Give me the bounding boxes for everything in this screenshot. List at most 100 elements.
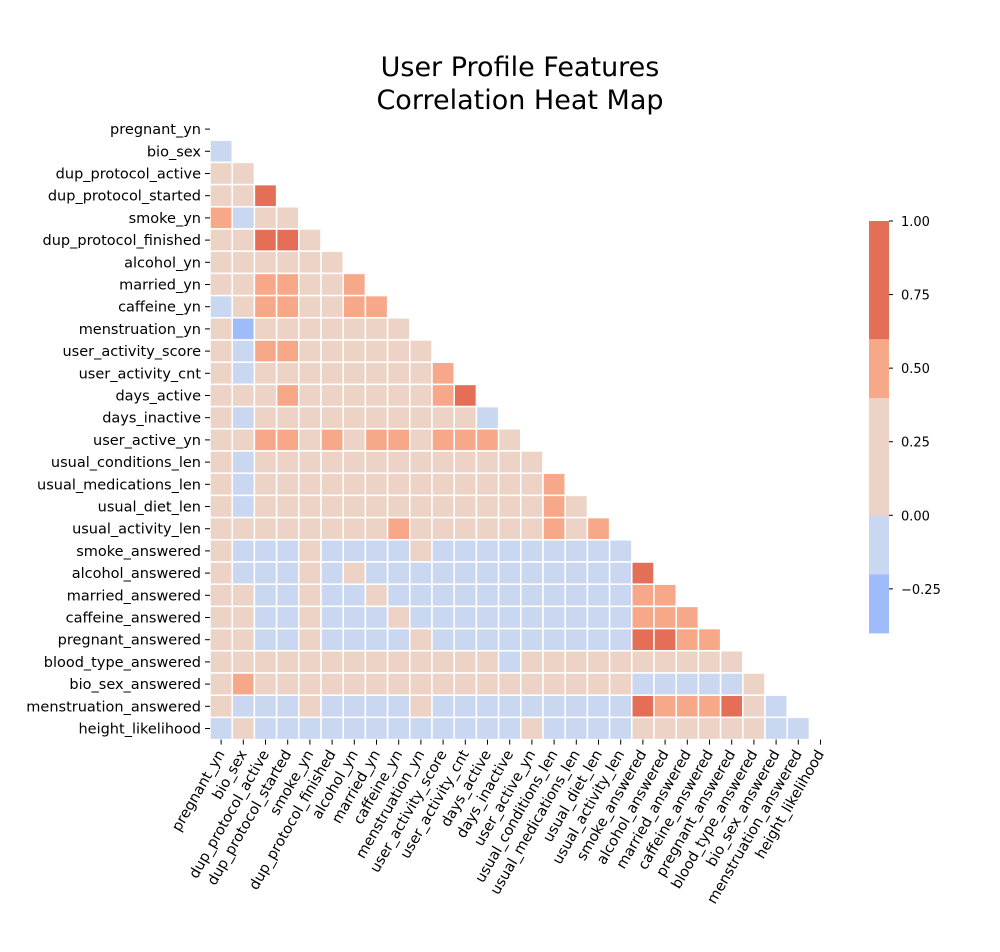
heatmap-cell (475, 716, 500, 741)
heatmap-cell (342, 627, 367, 652)
heatmap-cell (253, 228, 278, 252)
y-tick-label: menstruation_answered (26, 699, 201, 715)
y-tick-label: user_activity_score (62, 344, 201, 360)
heatmap-cell (453, 583, 478, 608)
heatmap-cell (719, 672, 744, 696)
y-tick-label: alcohol_answered (72, 566, 201, 582)
heatmap-cell (409, 672, 433, 696)
heatmap-cell (542, 494, 566, 519)
heatmap-cell (253, 339, 278, 363)
heatmap-cell (453, 494, 478, 519)
heatmap-cell (342, 650, 367, 674)
heatmap-cell (697, 672, 722, 696)
heatmap-cell (209, 339, 233, 363)
heatmap-cell (320, 583, 344, 608)
heatmap-cell (253, 450, 278, 474)
heatmap-cell (320, 294, 344, 319)
heatmap-cell (386, 405, 411, 430)
heatmap-cell (497, 650, 522, 674)
heatmap-cell (564, 627, 589, 652)
heatmap-cell (453, 405, 478, 430)
heatmap-cell (253, 583, 278, 608)
heatmap-cell (342, 405, 367, 430)
y-tick-label: smoke_answered (76, 544, 201, 560)
heatmap-cell (409, 583, 433, 608)
colorbar-segment (869, 574, 889, 634)
heatmap-cell (209, 539, 233, 563)
heatmap-cell (564, 539, 589, 563)
heatmap-cell (342, 472, 367, 497)
colorbar-segment (869, 456, 889, 516)
heatmap-cell (497, 627, 522, 652)
heatmap-cell (320, 561, 344, 585)
heatmap-cell (209, 450, 233, 474)
heatmap-cell (564, 516, 589, 541)
heatmap-cell (231, 339, 256, 363)
heatmap-cell (209, 272, 233, 297)
y-tick-label: married_answered (67, 588, 201, 604)
heatmap-cell (320, 250, 344, 275)
heatmap-cell (364, 627, 389, 652)
heatmap-cell (253, 605, 278, 630)
heatmap-cell (231, 450, 256, 474)
heatmap-cell (275, 716, 300, 741)
heatmap-cell (231, 294, 256, 319)
heatmap-cell (253, 539, 278, 563)
heatmap-cell (298, 250, 322, 275)
heatmap-cell (298, 272, 322, 297)
heatmap-cell (364, 494, 389, 519)
y-tick-label: usual_conditions_len (51, 455, 201, 471)
heatmap-cell (320, 650, 344, 674)
heatmap-cell (275, 694, 300, 719)
heatmap-cell (298, 339, 322, 363)
heatmap-cell (253, 294, 278, 319)
y-tick-label: bio_sex_answered (69, 677, 201, 693)
heatmap-cell (653, 605, 677, 630)
heatmap-cell (742, 716, 766, 741)
heatmap-cell (608, 650, 633, 674)
heatmap-cell (342, 294, 367, 319)
heatmap-cell (564, 605, 589, 630)
heatmap-cell (564, 583, 589, 608)
x-axis: pregnant_ynbio_sexdup_protocol_activedup… (169, 739, 828, 907)
heatmap-cell (520, 672, 544, 696)
heatmap-cell (586, 605, 611, 630)
heatmap-cell (209, 250, 233, 275)
heatmap-cell (653, 627, 677, 652)
heatmap-cell (409, 428, 433, 452)
heatmap-cell (320, 405, 344, 430)
heatmap-cell (231, 405, 256, 430)
heatmap-cell (453, 561, 478, 585)
heatmap-cell (431, 516, 455, 541)
heatmap-cell (364, 383, 389, 408)
heatmap-cell (275, 605, 300, 630)
heatmap-cell (209, 206, 233, 230)
heatmap-cell (386, 516, 411, 541)
heatmap-cell (342, 317, 367, 341)
heatmap-cell (342, 383, 367, 408)
heatmap-cell (653, 672, 677, 696)
heatmap-cell (320, 605, 344, 630)
heatmap-cell (253, 516, 278, 541)
heatmap-cell (386, 583, 411, 608)
heatmap-cell (386, 716, 411, 741)
heatmap-cell (298, 583, 322, 608)
heatmap-cell (542, 583, 566, 608)
heatmap-cell (409, 383, 433, 408)
heatmap-cell (320, 361, 344, 386)
heatmap-cell (409, 694, 433, 719)
heatmap-cell (675, 627, 700, 652)
heatmap-cell (764, 716, 788, 741)
heatmap-cell (386, 339, 411, 363)
heatmap-cell (231, 228, 256, 252)
heatmap-cell (342, 428, 367, 452)
heatmap-cell (386, 605, 411, 630)
heatmap-cell (320, 339, 344, 363)
heatmap-cell (675, 672, 700, 696)
y-tick-label: user_activity_cnt (79, 366, 202, 382)
heatmap-cell (209, 361, 233, 386)
heatmap-cell (475, 450, 500, 474)
heatmap-cell (298, 428, 322, 452)
heatmap-cell (275, 405, 300, 430)
heatmap-cell (298, 450, 322, 474)
